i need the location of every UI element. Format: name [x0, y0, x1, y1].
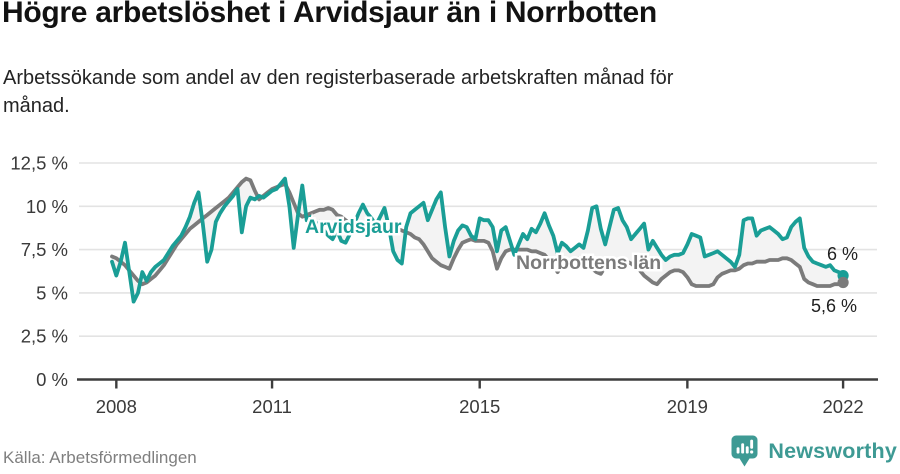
newsworthy-wordmark: Newsworthy — [768, 439, 897, 463]
end-value-label: 6 % — [827, 244, 858, 264]
x-tick-label: 2019 — [667, 396, 708, 417]
chart-subtitle: Arbetssökande som andel av den registerb… — [3, 64, 843, 120]
series-label-arvidsjaur: Arvidsjaur — [305, 216, 402, 238]
end-dot — [837, 276, 849, 289]
x-tick-label: 2011 — [252, 396, 292, 417]
x-tick-label: 2008 — [96, 396, 137, 417]
x-tick-label: 2022 — [823, 396, 864, 417]
y-tick-label: 0 % — [36, 369, 68, 390]
line-arvidsjaur — [110, 176, 845, 304]
subtitle-line-1: Arbetssökande som andel av den registerb… — [3, 67, 674, 89]
page-title: Högre arbetslöshet i Arvidsjaur än i Nor… — [2, 0, 657, 29]
end-value-label: 5,6 % — [811, 296, 857, 316]
newsworthy-bubble-icon — [731, 435, 758, 467]
y-tick-label: 10 % — [26, 196, 68, 217]
subtitle-line-2: månad. — [3, 95, 70, 117]
y-tick-label: 12,5 % — [10, 153, 68, 174]
source-note: Källa: Arbetsförmedlingen — [3, 448, 197, 467]
x-tick-label: 2015 — [459, 396, 500, 417]
newsworthy-logo: Newsworthy — [731, 435, 897, 468]
series-label-norrbotten: Norrbottens län — [516, 252, 661, 274]
y-tick-label: 7,5 % — [21, 239, 68, 260]
y-tick-label: 5 % — [36, 282, 68, 303]
y-tick-label: 2,5 % — [21, 326, 68, 347]
